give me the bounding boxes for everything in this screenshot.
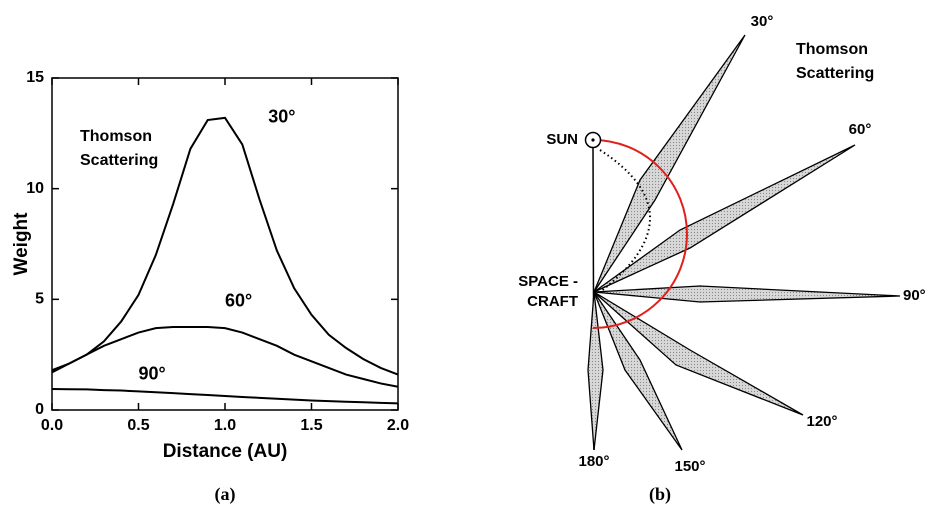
line-series	[51, 326, 399, 388]
annotation: Scattering	[80, 152, 158, 169]
spacecraft-label: CRAFT	[527, 293, 578, 310]
x-tick-label: 1.5	[300, 417, 322, 434]
annotation: Thomson	[80, 128, 152, 145]
line-series	[51, 116, 399, 376]
diagram-title: Thomson	[796, 41, 868, 58]
panel-label: (a)	[215, 484, 236, 505]
series-label: 90°	[139, 363, 166, 383]
x-tick-label: 1.0	[214, 417, 236, 434]
series-label: 60°	[225, 290, 252, 310]
chart-panel: 0.0 0.5 1.0 1.5 2.0 0 5 10 15 Distance (AU) Weight…	[11, 69, 409, 505]
y-axis-label: Weight	[11, 212, 32, 276]
diagram-panel: SUN SPACE - CRAFT 30° 60° 90° 120° 150° …	[518, 13, 925, 505]
panel-label: (b)	[649, 484, 671, 505]
beam-120	[593, 291, 804, 416]
beam-180	[587, 291, 604, 451]
beam-60	[593, 144, 856, 293]
beam-90	[593, 285, 901, 303]
line-series	[51, 387, 399, 405]
angle-label: 60°	[849, 121, 872, 138]
angle-label: 120°	[806, 413, 837, 430]
y-tick-label: 0	[35, 401, 44, 418]
series-label: 30°	[268, 107, 295, 127]
x-tick-label: 0.5	[127, 417, 149, 434]
angle-label: 150°	[674, 458, 705, 475]
y-tick-label: 10	[26, 180, 44, 197]
angle-label: 30°	[751, 13, 774, 30]
beam-150	[593, 291, 683, 451]
y-tick-label: 5	[35, 291, 44, 308]
angle-label: 90°	[903, 287, 926, 304]
sun-dot	[591, 138, 595, 142]
beam-30	[593, 34, 746, 293]
x-tick-label: 2.0	[387, 417, 409, 434]
angle-label: 180°	[578, 453, 609, 470]
red-arc	[592, 139, 688, 329]
x-axis-label: Distance (AU)	[163, 441, 288, 462]
diagram-title: Scattering	[796, 65, 874, 82]
x-tick-label: 0.0	[41, 417, 63, 434]
sun-label: SUN	[546, 131, 578, 148]
y-tick-label: 15	[26, 69, 44, 86]
spacecraft-label: SPACE -	[518, 273, 578, 290]
